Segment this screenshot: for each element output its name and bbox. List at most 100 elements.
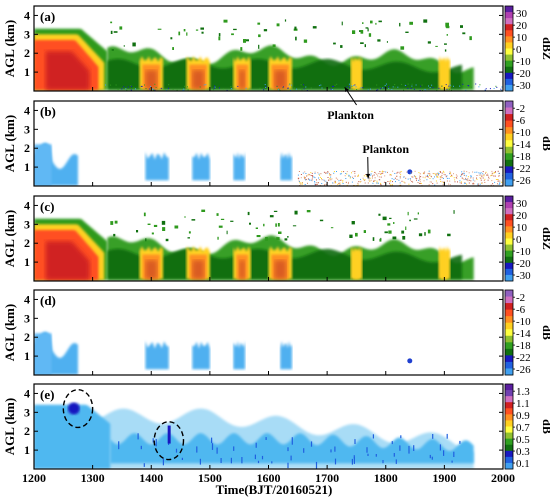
- plankton-noise: [363, 179, 365, 181]
- echo-speckle: [382, 216, 387, 221]
- plankton-noise: [437, 175, 439, 177]
- plankton-noise: [441, 172, 443, 174]
- echo-speckle: [284, 19, 287, 22]
- echo-speckle: [186, 32, 188, 36]
- ldr-streak: [351, 458, 353, 465]
- plankton-speckle: [493, 88, 495, 89]
- echo-speckle: [417, 212, 419, 215]
- plankton-noise: [374, 179, 376, 181]
- plankton-noise: [461, 174, 463, 175]
- plankton-noise: [383, 181, 385, 183]
- colorbar-segment: [505, 172, 513, 180]
- ldr-streak: [439, 444, 441, 451]
- plankton-speckle: [407, 88, 409, 89]
- ldr-region: [280, 341, 292, 370]
- echo-speckle: [284, 238, 288, 241]
- plankton-noise: [330, 179, 332, 181]
- x-tick-label: 1400: [139, 471, 163, 485]
- plankton-noise: [376, 173, 378, 175]
- plankton-noise: [460, 174, 462, 176]
- plankton-noise: [415, 177, 416, 179]
- plankton-noise: [449, 171, 451, 173]
- plankton-speckle: [265, 87, 267, 88]
- ldr-streak: [315, 461, 318, 469]
- plankton-speckle: [289, 83, 291, 85]
- ldr-spot: [407, 169, 413, 175]
- panel-label: (e): [40, 387, 54, 402]
- plankton-noise: [329, 178, 331, 180]
- plankton-speckle: [287, 87, 289, 89]
- plankton-noise: [403, 181, 405, 183]
- y-tick-label: 3: [24, 122, 30, 136]
- plankton-speckle: [303, 88, 305, 90]
- plankton-noise: [442, 170, 444, 172]
- plankton-noise: [470, 180, 472, 182]
- rain-band-core: [441, 254, 448, 280]
- plankton-speckle: [384, 85, 386, 86]
- rain-band-inner: [192, 260, 204, 280]
- ldr-streak: [162, 458, 164, 466]
- colorbar-segment: [505, 48, 513, 55]
- echo-speckle: [255, 227, 258, 229]
- plankton-noise: [357, 175, 359, 177]
- plankton-speckle: [183, 88, 185, 90]
- plankton-noise: [490, 184, 492, 186]
- echo-speckle: [365, 27, 369, 29]
- plankton-noise: [485, 171, 487, 173]
- plankton-noise: [494, 181, 496, 183]
- plankton-speckle: [140, 85, 142, 87]
- plankton-noise: [307, 178, 309, 180]
- echo-speckle: [368, 33, 372, 37]
- plankton-noise: [478, 172, 480, 174]
- plankton-noise: [414, 175, 416, 177]
- colorbar-frame: [504, 5, 514, 92]
- y-tick-label: 1: [24, 349, 30, 363]
- highlight-circle: [62, 388, 94, 429]
- plankton-noise: [400, 184, 402, 186]
- plankton-noise: [468, 172, 470, 174]
- colorbar-segment: [505, 256, 513, 264]
- colorbar-segment: [505, 456, 513, 464]
- echo-speckle: [303, 39, 308, 43]
- plankton-speckle: [421, 84, 423, 86]
- ldr-streak: [408, 445, 410, 454]
- colorbar-segment: [505, 127, 513, 135]
- plankton-noise: [481, 182, 483, 184]
- plankton-noise: [314, 181, 316, 182]
- colorbar-tick-label: 30: [516, 8, 528, 20]
- plankton-noise: [403, 176, 405, 178]
- plankton-noise: [352, 170, 354, 172]
- plankton-noise: [362, 177, 364, 179]
- echo-speckle: [427, 229, 431, 234]
- rain-band-inner: [274, 260, 287, 280]
- plankton-noise: [325, 180, 327, 182]
- plankton-noise: [328, 179, 330, 181]
- plankton-noise: [490, 175, 492, 177]
- plankton-noise: [325, 183, 327, 185]
- plankton-noise: [450, 172, 452, 174]
- plankton-noise: [422, 176, 424, 178]
- plankton-noise: [495, 179, 497, 180]
- plankton-noise: [482, 171, 484, 173]
- plankton-speckle: [222, 88, 224, 90]
- plankton-noise: [316, 183, 318, 185]
- plankton-noise: [309, 179, 311, 181]
- colorbar-segment: [505, 72, 513, 80]
- plankton-noise: [348, 174, 350, 176]
- plankton-noise: [439, 171, 441, 172]
- echo-speckle: [292, 225, 297, 227]
- plankton-noise: [440, 176, 441, 178]
- plankton-noise: [459, 180, 461, 182]
- plankton-noise: [417, 182, 419, 183]
- echo-speckle: [191, 219, 196, 221]
- plankton-noise: [463, 179, 465, 180]
- plankton-noise: [436, 174, 438, 176]
- plankton-noise: [440, 172, 442, 173]
- x-tick-label: 1900: [432, 471, 456, 485]
- colorbar-tick-label: 0.1: [516, 458, 530, 470]
- plankton-noise: [413, 175, 415, 177]
- plankton-noise: [418, 172, 420, 174]
- plankton-noise: [419, 179, 421, 180]
- plankton-noise: [437, 176, 439, 178]
